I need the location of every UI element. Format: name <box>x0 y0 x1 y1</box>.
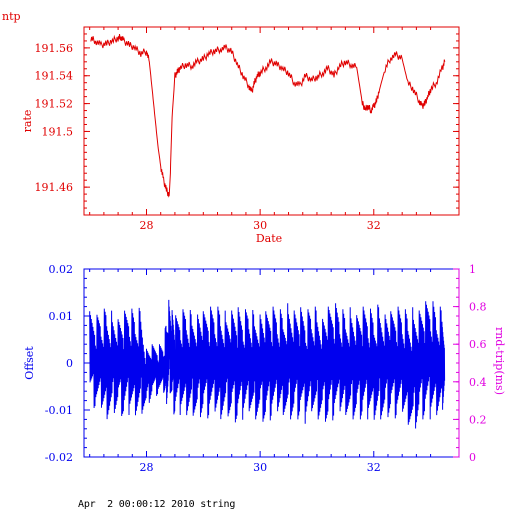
roundtrip-y-tick-label: 0.6 <box>469 338 487 351</box>
app-label: ntp <box>2 10 21 23</box>
offset-y-tick-label: 0.01 <box>49 310 74 323</box>
rate-y-tick-label: 191.5 <box>42 125 74 138</box>
offset-series <box>89 299 446 429</box>
rate-x-axis-label: Date <box>256 232 282 245</box>
footer-timestamp: Apr 2 00:00:12 2010 string <box>78 499 236 510</box>
roundtrip-y-axis-label: rnd-trip(ms) <box>493 327 506 395</box>
offset-y-tick-label: -0.02 <box>45 451 73 464</box>
offset-y-tick-label: 0.02 <box>49 263 74 276</box>
rate-series <box>90 34 446 198</box>
offset-axis-ticks: 28 30 32 -0.02 -0.01 0 0.01 0.02 0 0.2 0.4 0.6 0.8 1 <box>45 263 487 474</box>
roundtrip-y-tick-label: 0.2 <box>469 413 487 426</box>
rate-y-tick-label: 191.46 <box>35 181 74 194</box>
roundtrip-y-tick-label: 0 <box>469 451 476 464</box>
rate-plot-frame <box>83 26 460 216</box>
roundtrip-y-tick-label: 0.4 <box>469 376 487 389</box>
rate-chart: 28 30 32 191.46 191.5 191.52 191.54 191.56 Date… <box>21 26 460 245</box>
rate-x-tick-label: 32 <box>367 219 381 232</box>
offset-y-axis-label: Offset <box>23 346 36 380</box>
offset-x-tick-label: 30 <box>253 461 267 474</box>
roundtrip-y-tick-label: 1 <box>469 263 476 276</box>
roundtrip-y-tick-label: 0.8 <box>469 301 487 314</box>
offset-y-tick-label: 0 <box>66 357 73 370</box>
offset-series-line <box>89 299 446 429</box>
rate-y-tick-label: 191.52 <box>35 98 74 111</box>
offset-x-tick-label: 28 <box>140 461 154 474</box>
rate-axis-ticks: 28 30 32 191.46 191.5 191.52 191.54 191.56 <box>35 27 459 232</box>
rate-series-line <box>90 34 446 198</box>
rate-y-tick-label: 191.54 <box>35 70 74 83</box>
rate-y-axis-label: rate <box>21 110 34 133</box>
offset-x-tick-label: 32 <box>367 461 381 474</box>
offset-y-tick-label: -0.01 <box>45 404 73 417</box>
rate-x-tick-label: 30 <box>253 219 267 232</box>
rate-y-tick-label: 191.56 <box>35 42 74 55</box>
offset-chart: 28 30 32-0.02-0.0100.010.0200.20.40.60.81 … <box>23 263 506 474</box>
rate-x-tick-label: 28 <box>140 219 154 232</box>
